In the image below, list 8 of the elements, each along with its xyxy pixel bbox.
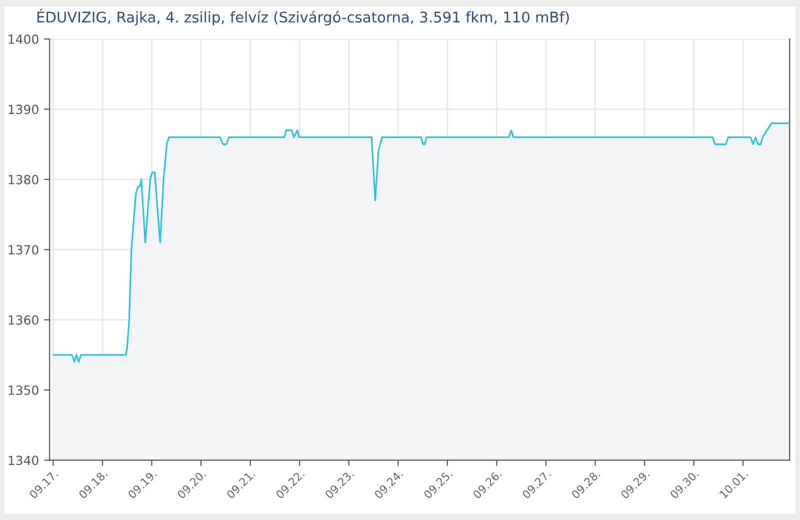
y-tick-label: 1350 — [8, 385, 38, 395]
y-tick-label: 1400 — [8, 34, 38, 44]
y-tick-label: 1340 — [8, 456, 38, 466]
chart-title: ÉDUVIZIG, Rajka, 4. zsilip, felvíz (Szivárgó-csatorna, 3.591 fkm, 110 mBf) — [37, 8, 569, 26]
y-tick-label: 1390 — [8, 104, 38, 114]
y-tick-label: 1380 — [8, 174, 38, 184]
y-tick-label: 1360 — [8, 315, 38, 325]
y-tick-label: 1370 — [8, 245, 38, 255]
